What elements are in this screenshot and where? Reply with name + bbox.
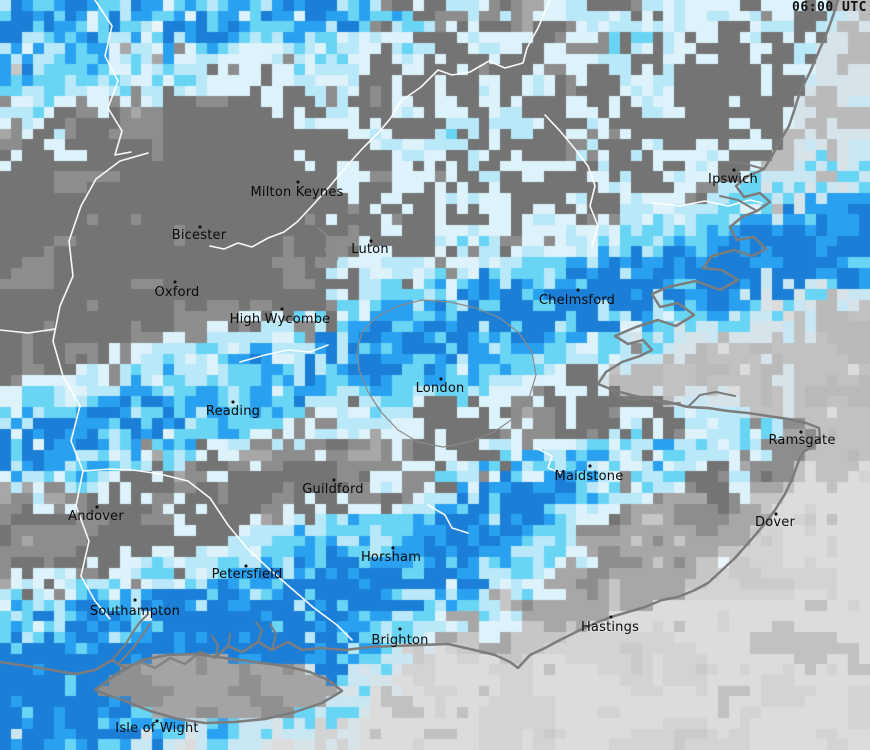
city-dot-oxford	[173, 280, 177, 284]
city-label-brighton: Brighton	[371, 633, 429, 648]
city-dot-guildford	[332, 478, 336, 482]
city-label-horsham: Horsham	[360, 550, 422, 565]
city-label-chelmsford: Chelmsford	[538, 293, 616, 308]
city-label-petersfield: Petersfield	[211, 567, 283, 582]
city-dot-dover	[774, 512, 778, 516]
city-dot-chelmsford	[576, 288, 580, 292]
city-dot-high-wycombe	[280, 307, 284, 311]
city-label-luton: Luton	[351, 242, 389, 257]
city-dot-hastings	[609, 615, 613, 619]
city-label-london: London	[415, 381, 465, 396]
city-label-guildford: Guildford	[302, 482, 364, 497]
city-dot-isle-of-wight	[155, 719, 159, 723]
city-dot-horsham	[391, 546, 395, 550]
city-label-bicester: Bicester	[171, 228, 227, 243]
city-dot-southampton	[133, 598, 137, 602]
city-dot-petersfield	[244, 564, 248, 568]
city-dot-reading	[231, 400, 235, 404]
city-dot-brighton	[398, 627, 402, 631]
city-dot-milton-keynes	[296, 180, 300, 184]
city-dot-bicester	[198, 225, 202, 229]
city-label-hastings: Hastings	[580, 620, 640, 635]
timestamp-label: 06:00 UTC	[792, 0, 867, 15]
city-label-andover: Andover	[68, 509, 124, 524]
city-dot-london	[439, 377, 443, 381]
city-dot-ramsgate	[799, 430, 803, 434]
city-label-ramsgate: Ramsgate	[768, 433, 836, 448]
city-label-reading: Reading	[205, 404, 261, 419]
city-dot-ipswich	[732, 168, 736, 172]
city-dot-andover	[95, 505, 99, 509]
city-label-milton-keynes: Milton Keynes	[250, 185, 344, 200]
city-label-oxford: Oxford	[154, 285, 200, 300]
city-label-maidstone: Maidstone	[554, 469, 624, 484]
city-label-dover: Dover	[755, 515, 795, 530]
city-label-southampton: Southampton	[89, 604, 181, 619]
city-label-high-wycombe: High Wycombe	[229, 312, 331, 327]
city-label-ipswich: Ipswich	[708, 172, 758, 187]
city-label-isle-of-wight: Isle of Wight	[115, 721, 199, 736]
city-dot-maidstone	[588, 464, 592, 468]
city-dot-luton	[369, 239, 373, 243]
